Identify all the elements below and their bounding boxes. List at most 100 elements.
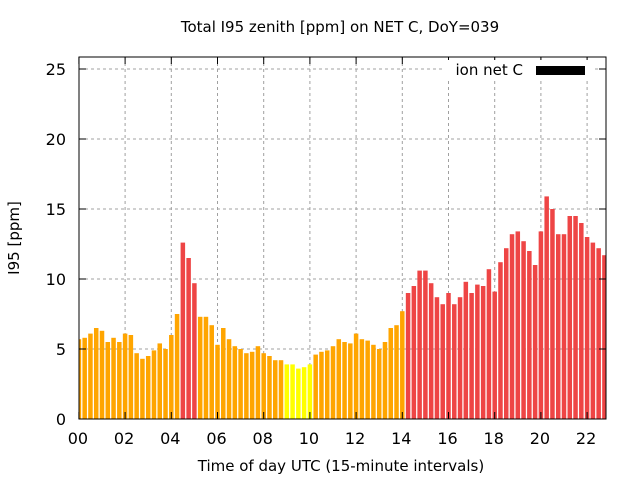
x-tick-label: 18 bbox=[484, 429, 504, 448]
bar bbox=[111, 337, 116, 419]
bar bbox=[232, 346, 238, 419]
x-tick-label: 08 bbox=[253, 429, 273, 448]
x-tick-label: 00 bbox=[68, 429, 88, 448]
x-tick-label: 12 bbox=[345, 429, 365, 448]
bar bbox=[272, 360, 278, 419]
bar bbox=[99, 330, 105, 419]
bar bbox=[105, 342, 111, 419]
bar bbox=[469, 293, 474, 419]
bar bbox=[434, 297, 440, 419]
bar bbox=[417, 270, 422, 419]
bar bbox=[336, 339, 342, 419]
bar bbox=[313, 354, 318, 419]
bar bbox=[567, 216, 573, 419]
bar bbox=[307, 364, 313, 419]
bar bbox=[515, 231, 521, 419]
y-tick-label: 5 bbox=[56, 340, 66, 359]
bar bbox=[209, 325, 214, 419]
bar bbox=[79, 339, 82, 419]
bar bbox=[602, 255, 606, 419]
bar bbox=[423, 270, 428, 419]
bar bbox=[498, 262, 503, 419]
bar bbox=[88, 333, 93, 419]
bar bbox=[492, 291, 497, 419]
x-tick-label: 04 bbox=[160, 429, 180, 448]
legend: ion net C bbox=[444, 60, 594, 80]
bar bbox=[140, 358, 145, 419]
bar bbox=[249, 351, 255, 419]
bar bbox=[365, 340, 370, 419]
bar bbox=[579, 223, 584, 419]
bar bbox=[480, 286, 486, 419]
bar bbox=[348, 343, 353, 419]
bar bbox=[561, 234, 567, 419]
y-tick-label: 20 bbox=[46, 130, 66, 149]
y-tick-label: 10 bbox=[46, 270, 66, 289]
bar bbox=[93, 328, 99, 419]
bar bbox=[527, 251, 532, 419]
bar bbox=[584, 237, 590, 419]
bar bbox=[157, 343, 163, 419]
bar bbox=[117, 342, 122, 419]
y-tick-label: 0 bbox=[56, 410, 66, 429]
bar bbox=[382, 342, 388, 419]
bar bbox=[486, 269, 492, 419]
bar bbox=[319, 351, 324, 419]
bar bbox=[521, 241, 526, 419]
bar bbox=[134, 353, 139, 419]
bar bbox=[596, 248, 601, 419]
bar bbox=[538, 231, 544, 419]
bar bbox=[122, 333, 128, 419]
bar bbox=[544, 196, 549, 419]
bar bbox=[342, 342, 347, 419]
bar bbox=[296, 368, 301, 419]
plot-frame bbox=[78, 56, 607, 420]
bar bbox=[226, 339, 232, 419]
bars bbox=[79, 196, 606, 419]
x-tick-label: 02 bbox=[114, 429, 134, 448]
bar bbox=[411, 286, 417, 419]
bar bbox=[446, 293, 451, 419]
bar bbox=[238, 349, 243, 419]
bar bbox=[590, 242, 596, 419]
bar bbox=[163, 349, 168, 419]
y-axis-label: I95 [ppm] bbox=[5, 201, 23, 275]
bar bbox=[400, 311, 405, 419]
y-tick-label: 15 bbox=[46, 200, 66, 219]
x-tick-labels: 00 02 04 06 08 10 12 14 16 18 20 22 bbox=[68, 429, 597, 448]
bar bbox=[215, 344, 220, 419]
bar bbox=[509, 234, 515, 419]
bar bbox=[82, 337, 87, 419]
x-tick-label: 22 bbox=[576, 429, 596, 448]
bar bbox=[290, 364, 295, 419]
bar bbox=[573, 216, 578, 419]
bar bbox=[180, 242, 186, 419]
bar bbox=[128, 335, 134, 419]
bar bbox=[186, 258, 191, 419]
legend-label: ion net C bbox=[456, 61, 523, 79]
bar bbox=[192, 283, 197, 419]
bar bbox=[550, 209, 555, 419]
bar bbox=[267, 356, 272, 419]
legend-swatch bbox=[536, 66, 585, 75]
bar bbox=[284, 364, 290, 419]
x-tick-label: 16 bbox=[437, 429, 457, 448]
bar bbox=[278, 360, 284, 419]
bar bbox=[371, 344, 376, 419]
y-tick-label: 25 bbox=[46, 60, 66, 79]
bar bbox=[532, 265, 538, 419]
bar bbox=[457, 297, 463, 419]
y-tick-labels: 0 5 10 15 20 25 bbox=[46, 60, 66, 429]
bar bbox=[475, 284, 480, 419]
x-axis-label: Time of day UTC (15-minute intervals) bbox=[197, 457, 484, 475]
bar bbox=[353, 333, 359, 419]
bar bbox=[261, 353, 266, 419]
bar bbox=[388, 328, 394, 419]
bar bbox=[255, 346, 261, 419]
x-tick-label: 20 bbox=[530, 429, 550, 448]
bar bbox=[428, 283, 434, 419]
bar bbox=[394, 325, 399, 419]
bar bbox=[405, 293, 411, 419]
ticks bbox=[78, 57, 606, 420]
bar bbox=[376, 349, 382, 419]
